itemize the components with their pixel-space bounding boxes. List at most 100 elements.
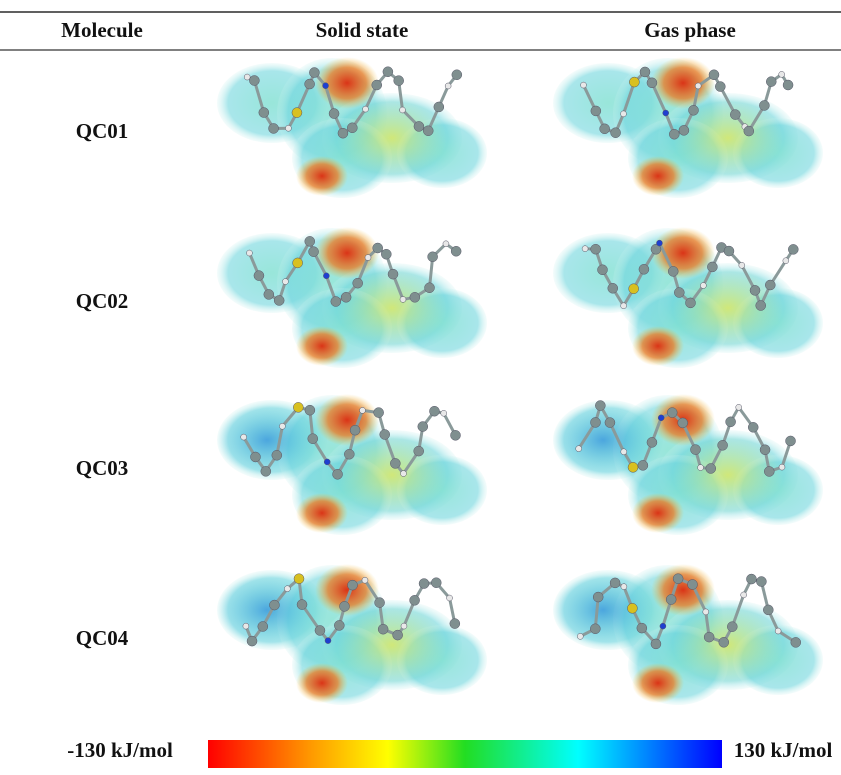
atom bbox=[608, 283, 618, 293]
atom bbox=[668, 266, 678, 276]
atom bbox=[744, 126, 754, 136]
atom bbox=[750, 285, 760, 295]
atom bbox=[610, 578, 620, 588]
figure: Molecule Solid state Gas phase -130 kJ/m… bbox=[0, 0, 841, 770]
atom bbox=[582, 246, 588, 252]
molecule-surface bbox=[553, 57, 823, 198]
atom bbox=[576, 446, 582, 452]
atom bbox=[663, 110, 669, 116]
atom bbox=[788, 244, 798, 254]
atom bbox=[673, 574, 683, 584]
atom bbox=[244, 74, 250, 80]
atom bbox=[269, 123, 279, 133]
atom bbox=[419, 579, 429, 589]
molecule-images bbox=[217, 57, 823, 705]
molecule-surface bbox=[553, 394, 823, 535]
atom bbox=[600, 124, 610, 134]
row-label: QC03 bbox=[76, 456, 129, 480]
atom bbox=[294, 574, 304, 584]
atom bbox=[678, 418, 688, 428]
atom bbox=[309, 68, 319, 78]
atom bbox=[243, 623, 249, 629]
atom bbox=[718, 440, 728, 450]
hot-region bbox=[632, 663, 684, 703]
atom bbox=[285, 125, 291, 131]
warm-region bbox=[337, 605, 447, 685]
atom bbox=[279, 423, 285, 429]
atom bbox=[418, 422, 428, 432]
atom bbox=[323, 273, 329, 279]
atom bbox=[629, 284, 639, 294]
hot-region bbox=[632, 493, 684, 533]
atom bbox=[293, 258, 303, 268]
atom bbox=[348, 580, 358, 590]
header-cell: Molecule bbox=[61, 18, 143, 42]
atom bbox=[715, 82, 725, 92]
atom bbox=[687, 580, 697, 590]
atom bbox=[707, 262, 717, 272]
atom bbox=[363, 106, 369, 112]
atom bbox=[425, 283, 435, 293]
atom bbox=[591, 106, 601, 116]
atom bbox=[373, 243, 383, 253]
atom bbox=[595, 401, 605, 411]
atom bbox=[399, 107, 405, 113]
atom bbox=[605, 418, 615, 428]
hot-region bbox=[296, 326, 348, 366]
atom bbox=[627, 603, 637, 613]
hot-region bbox=[632, 156, 684, 196]
atom bbox=[259, 108, 269, 118]
molecule-surface bbox=[553, 564, 823, 705]
atom bbox=[689, 105, 699, 115]
atom bbox=[621, 584, 627, 590]
atom bbox=[401, 623, 407, 629]
atom bbox=[741, 592, 747, 598]
atom bbox=[284, 586, 290, 592]
atom bbox=[334, 620, 344, 630]
atom bbox=[700, 283, 706, 289]
atom bbox=[690, 445, 700, 455]
atom bbox=[685, 298, 695, 308]
atom bbox=[759, 100, 769, 110]
atom bbox=[674, 288, 684, 298]
atom bbox=[323, 83, 329, 89]
atom bbox=[350, 425, 360, 435]
atom bbox=[344, 449, 354, 459]
molecule-surface bbox=[217, 57, 487, 198]
atom bbox=[305, 405, 315, 415]
atom bbox=[339, 601, 349, 611]
atom bbox=[651, 639, 661, 649]
atom bbox=[414, 446, 424, 456]
atom bbox=[333, 469, 343, 479]
atom bbox=[410, 595, 420, 605]
atom bbox=[347, 123, 357, 133]
atom bbox=[775, 628, 781, 634]
atom bbox=[669, 129, 679, 139]
atom bbox=[261, 466, 271, 476]
atom bbox=[756, 577, 766, 587]
molecule-surface bbox=[217, 227, 487, 368]
atom bbox=[269, 600, 279, 610]
atom bbox=[375, 598, 385, 608]
atom bbox=[390, 458, 400, 468]
atom bbox=[315, 625, 325, 635]
color-scale bbox=[208, 740, 722, 768]
atom bbox=[736, 404, 742, 410]
atom bbox=[766, 77, 776, 87]
atom bbox=[452, 70, 462, 80]
atom bbox=[656, 240, 662, 246]
molecule-surface bbox=[217, 564, 487, 705]
cold-region bbox=[217, 405, 317, 475]
atom bbox=[597, 265, 607, 275]
atom bbox=[764, 466, 774, 476]
atom bbox=[423, 126, 433, 136]
atom bbox=[338, 128, 348, 138]
atom bbox=[628, 462, 638, 472]
cold-region bbox=[217, 575, 317, 645]
atom bbox=[640, 67, 650, 77]
atom bbox=[309, 247, 319, 257]
atom bbox=[667, 408, 677, 418]
row-label: QC02 bbox=[76, 289, 129, 313]
atom bbox=[400, 471, 406, 477]
atom bbox=[447, 595, 453, 601]
